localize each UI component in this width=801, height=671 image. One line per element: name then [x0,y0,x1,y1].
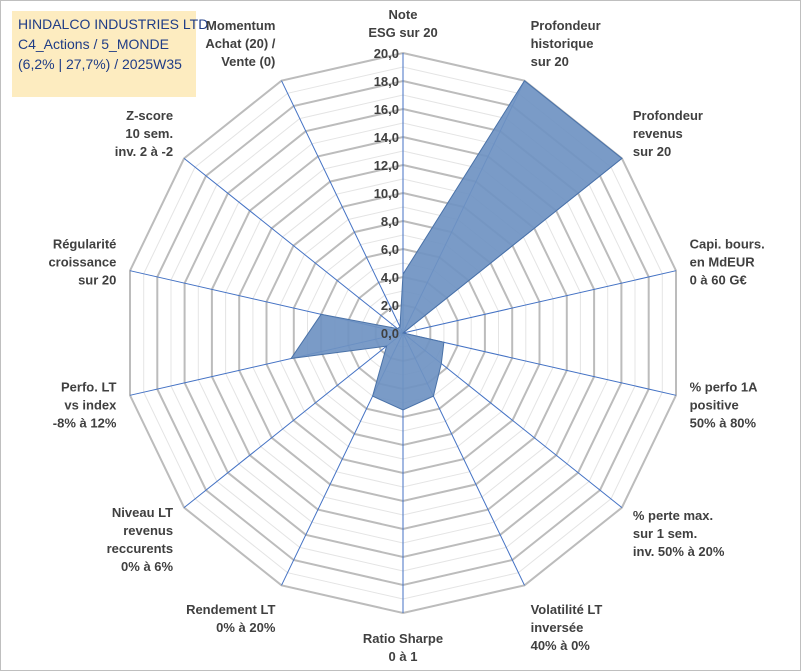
axis-label-line: 40% à 0% [531,638,591,653]
tick-label: 6,0 [381,242,399,257]
tick-label: 12,0 [374,158,399,173]
axis-label-line: revenus [123,523,173,538]
tick-label: 14,0 [374,130,399,145]
axis-label-line: vs index [64,397,117,412]
radar-spoke [402,270,677,334]
axis-label: Perfo. LT vs index -8% à 12% [53,379,117,430]
axis-label-line: Z-score [126,108,173,123]
axis-label-line: 0% à 20% [216,620,276,635]
axis-label-line: positive [690,397,739,412]
title-line-company: HINDALCO INDUSTRIES LTD [18,16,209,32]
axis-label-line: 0 à 1 [389,649,418,664]
axis-label-line: sur 1 sem. [633,526,697,541]
axis-label-line: % perfo 1A [690,379,759,394]
axis-label: % perfo 1A positive 50% à 80% [690,379,759,430]
axis-label: % perte max. sur 1 sem. inv. 50% à 20% [633,508,725,559]
axis-label-line: inversée [531,620,584,635]
radar-series [290,79,623,411]
radar-spoke [183,332,404,508]
axis-label-line: 50% à 80% [690,415,757,430]
tick-label: 20,0 [374,46,399,61]
axis-label-line: 10 sem. [125,126,173,141]
axis-label-line: Profondeur [531,18,601,33]
axis-label-line: sur 20 [531,54,569,69]
axis-label-line: Niveau LT [112,505,173,520]
tick-label: 10,0 [374,186,399,201]
tick-label: 18,0 [374,74,399,89]
chart-title-box: HINDALCO INDUSTRIES LTD C4_Actions / 5_M… [12,11,209,97]
axis-label-line: 0 à 60 G€ [690,273,747,288]
axis-label: Z-score 10 sem. inv. 2 à -2 [115,108,173,159]
radar-spoke [281,80,404,334]
axis-label-line: ESG sur 20 [368,25,437,40]
axis-label-line: Capi. bours. [690,237,765,252]
axis-label-line: -8% à 12% [53,415,117,430]
axis-label-line: Note [389,7,418,22]
axis-label-line: Rendement LT [186,602,275,617]
axis-label: Capi. bours. en MdEUR 0 à 60 G€ [690,237,765,288]
axis-label-line: Ratio Sharpe [363,631,443,646]
axis-label-line: sur 20 [78,273,116,288]
radar-tick-labels: 0,0 2,0 4,0 6,0 8,0 10,0 12,0 14,0 16,0 18,0 20,0 [374,46,399,341]
title-line-category: C4_Actions / 5_MONDE [18,36,169,52]
axis-label-line: revenus [633,126,683,141]
axis-label: Ratio Sharpe 0 à 1 [363,631,443,664]
series-area [290,79,623,411]
tick-label: 16,0 [374,102,399,117]
axis-label-line: Volatilité LT [531,602,603,617]
axis-label-line: Vente (0) [221,54,275,69]
axis-label-line: croissance [48,255,116,270]
axis-label: Profondeur historique sur 20 [531,18,601,69]
axis-label: Volatilité LT inversée 40% à 0% [531,602,603,653]
title-line-stats: (6,2% | 27,7%) / 2025W35 [18,56,182,72]
radar-spoke [183,158,404,334]
tick-label: 4,0 [381,270,399,285]
axis-label-line: % perte max. [633,508,713,523]
tick-label: 0,0 [381,326,399,341]
tick-label: 8,0 [381,214,399,229]
axis-label-line: sur 20 [633,144,671,159]
axis-label: Profondeur revenus sur 20 [633,108,703,159]
radar-spoke [402,332,677,396]
axis-label-line: inv. 2 à -2 [115,144,173,159]
axis-label: Régularité croissance sur 20 [48,237,116,288]
axis-label: Niveau LT revenus reccurents 0% à 6% [107,505,174,574]
axis-label: Rendement LT 0% à 20% [186,602,276,635]
axis-label-line: Momentum [206,18,275,33]
axis-label-line: Achat (20) / [205,36,275,51]
axis-label-line: Régularité [53,237,117,252]
axis-label-line: Perfo. LT [61,379,116,394]
axis-label-line: 0% à 6% [121,559,173,574]
axis-label-line: en MdEUR [690,255,756,270]
axis-label-line: historique [531,36,594,51]
axis-label-line: reccurents [107,541,173,556]
axis-label: Note ESG sur 20 [368,7,437,40]
radar-axis-labels: Note ESG sur 20 Profondeur historique sur 20… [48,7,764,664]
axis-label-line: inv. 50% à 20% [633,544,725,559]
tick-label: 2,0 [381,298,399,313]
axis-label-line: Profondeur [633,108,703,123]
axis-label: Momentum Achat (20) / Vente (0) [205,18,275,69]
